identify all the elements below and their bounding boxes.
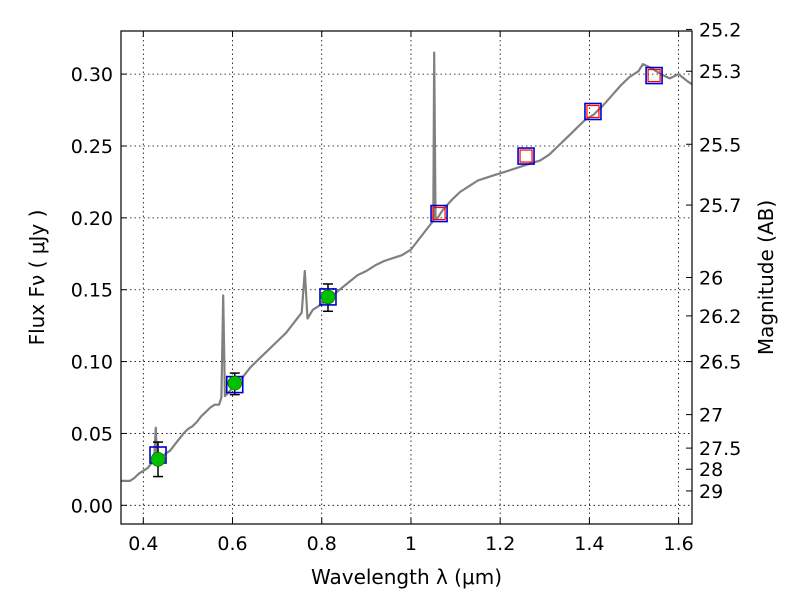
observed-point <box>227 375 243 391</box>
x-tick-label: 1.6 <box>664 533 694 555</box>
x-tick-label: 1.2 <box>485 533 515 555</box>
limit-box-marker <box>519 149 533 163</box>
y-tick-label: 0.30 <box>71 64 113 86</box>
y-tick-label: 0.15 <box>71 280 113 302</box>
model-box-marker <box>584 102 602 121</box>
plot-frame <box>120 30 693 525</box>
y-tick-label: 0.20 <box>71 208 113 230</box>
x-tick-label: 0.6 <box>217 533 247 555</box>
model-box-marker <box>319 288 337 306</box>
grid-layer <box>121 31 692 524</box>
y2-tick-label: 25.5 <box>699 134 741 156</box>
model-box-marker <box>645 66 663 85</box>
y-tick-label: 0.10 <box>71 352 113 374</box>
y-axis-title: Flux Fν ( μJy ) <box>25 210 49 346</box>
x-tick-label: 1 <box>405 533 417 555</box>
limit-box-marker <box>586 104 600 119</box>
limit-box-marker <box>647 68 661 83</box>
x-tick-label: 0.4 <box>128 533 158 555</box>
y2-tick-label: 26 <box>699 268 723 290</box>
y2-tick-label: 27 <box>699 405 723 427</box>
limit-box-marker <box>432 206 446 221</box>
y2-tick-label: 25.7 <box>699 195 741 217</box>
y-tick-label: 0.00 <box>71 495 113 517</box>
spectrum-layer <box>121 51 693 482</box>
y-tick-label: 0.05 <box>71 423 113 445</box>
y2-tick-label: 27.5 <box>699 438 741 460</box>
observed-point <box>150 452 166 467</box>
y2-tick-label: 28 <box>699 459 723 481</box>
y2-tick-label: 26.5 <box>699 352 741 374</box>
x-tick-label: 0.8 <box>307 533 337 555</box>
y2-tick-label: 26.2 <box>699 306 741 328</box>
observed-point <box>320 289 336 305</box>
marker-layer <box>149 66 663 478</box>
y-tick-label: 0.25 <box>71 136 113 158</box>
spectrum-line <box>121 51 693 482</box>
y2-tick-label: 29 <box>699 481 723 503</box>
y2-tick-label: 25.3 <box>699 61 741 83</box>
model-box-marker <box>517 147 535 165</box>
y2-axis-title: Magnitude (AB) <box>754 200 778 355</box>
tick-layer: 0.4 0.6 0.8 1 1.2 1.4 1.6 0.00 0.05 0.10 0.15 0.20 0… <box>71 19 742 555</box>
x-tick-label: 1.4 <box>574 533 604 555</box>
y2-tick-label: 25.2 <box>699 19 741 41</box>
model-box-marker <box>430 204 448 223</box>
x-axis-title: Wavelength λ (μm) <box>311 565 502 589</box>
